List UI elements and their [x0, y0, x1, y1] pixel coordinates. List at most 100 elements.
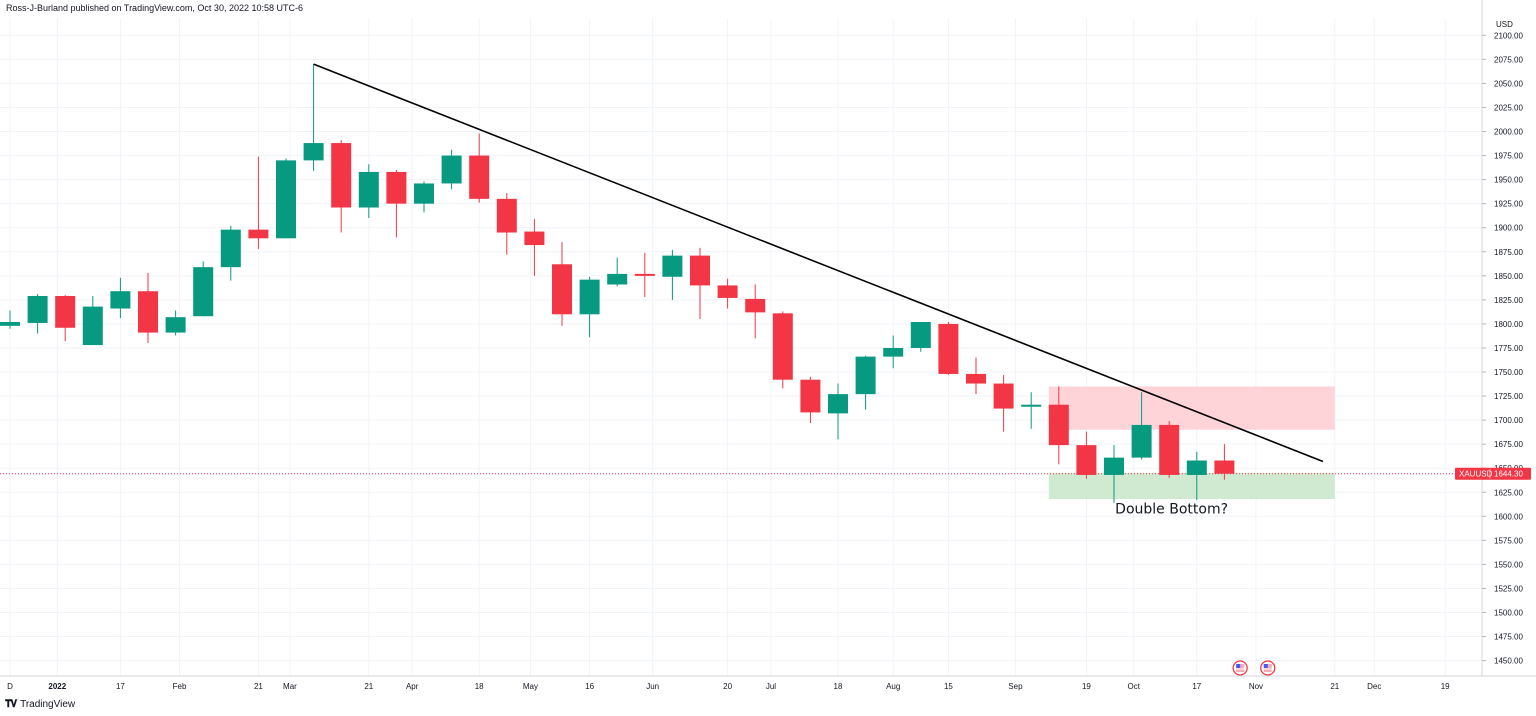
candle-body: [276, 160, 296, 239]
y-axis[interactable]: 1450.00 1475.00 1500.00 1525.00 1550.00 1575.…: [1481, 0, 1523, 676]
candle-bullish[interactable]: [27, 294, 48, 334]
candle-bearish[interactable]: [552, 242, 572, 326]
candle-bearish[interactable]: [496, 193, 517, 255]
publisher-credit: Ross-J-Burland published on TradingView.…: [6, 3, 303, 13]
candle-bearish[interactable]: [938, 321, 959, 375]
candle-bearish[interactable]: [634, 252, 655, 297]
candle-bullish[interactable]: [193, 261, 214, 317]
candle-bullish[interactable]: [0, 310, 20, 329]
x-axis[interactable]: D 2022 17 Feb 21 Mar 21 Apr 18 May 16 Jun 20 Jul 18 Aug…: [0, 675, 1536, 691]
candle-bullish[interactable]: [110, 277, 131, 319]
candle-body: [193, 267, 214, 317]
y-tick-label: 1525.00: [1494, 584, 1523, 593]
y-tick-label: 1475.00: [1494, 633, 1523, 642]
candle-body: [1076, 445, 1097, 475]
us-flag-event-icon[interactable]: [1232, 660, 1248, 676]
candle-bullish[interactable]: [607, 257, 628, 287]
resistance-zone: [1048, 386, 1335, 430]
candle-bearish[interactable]: [386, 169, 407, 238]
candle-bullish[interactable]: [1104, 445, 1124, 503]
candle-bearish[interactable]: [331, 140, 352, 233]
candle-body: [1104, 457, 1124, 475]
footer: 𝐓𝐕 TradingView: [5, 699, 75, 710]
candle-bearish[interactable]: [993, 374, 1014, 432]
candle-body: [634, 273, 655, 276]
candle-body: [1021, 404, 1042, 407]
candles: [0, 64, 1235, 503]
candle-bullish[interactable]: [662, 249, 683, 300]
x-tick-label: 17: [1192, 682, 1201, 691]
x-tick-label: 18: [475, 682, 484, 691]
y-tick-label: 1750.00: [1494, 368, 1523, 377]
candle-bullish[interactable]: [165, 310, 186, 336]
candle-bearish[interactable]: [469, 133, 490, 203]
price-tag-symbol: XAUUSD: [1459, 470, 1493, 479]
candle-bearish[interactable]: [524, 219, 545, 276]
candle-body: [27, 296, 48, 323]
candle-bullish[interactable]: [579, 276, 600, 338]
candle-bullish[interactable]: [82, 296, 103, 346]
candle-bearish[interactable]: [1076, 431, 1097, 479]
candle-body: [579, 279, 600, 315]
candle-body: [938, 323, 959, 374]
us-flag-event-icon[interactable]: [1260, 660, 1276, 676]
y-tick-label: 1675.00: [1494, 440, 1523, 449]
candle-bullish[interactable]: [441, 149, 462, 190]
candle-body: [0, 321, 20, 326]
candle-bullish[interactable]: [220, 225, 241, 281]
candle-bullish[interactable]: [358, 164, 379, 219]
candle-body: [165, 317, 186, 333]
candle-bearish[interactable]: [1214, 444, 1235, 480]
candle-bullish[interactable]: [1186, 451, 1207, 500]
candle-body: [966, 373, 986, 384]
chart-grid: [0, 18, 1482, 676]
x-tick-label: 19: [1441, 682, 1450, 691]
candle-body: [800, 379, 821, 413]
candle-body: [358, 171, 379, 208]
support-zone: [1048, 473, 1335, 499]
candle-bullish[interactable]: [828, 383, 848, 440]
y-tick-label: 1700.00: [1494, 416, 1523, 425]
candle-bearish[interactable]: [966, 357, 986, 395]
candle-bearish[interactable]: [690, 247, 710, 320]
candle-bullish[interactable]: [414, 181, 434, 213]
x-tick-label: Aug: [886, 682, 900, 691]
y-tick-label: 1875.00: [1494, 248, 1523, 257]
y-tick-label: 1450.00: [1494, 657, 1523, 666]
candle-body: [855, 356, 876, 395]
candle-bullish[interactable]: [883, 335, 904, 369]
x-tick-label: 18: [834, 682, 843, 691]
candle-bearish[interactable]: [248, 156, 269, 249]
candle-bullish[interactable]: [276, 158, 296, 239]
candle-bullish[interactable]: [1021, 392, 1042, 429]
candle-bearish[interactable]: [138, 272, 158, 344]
candle-bearish[interactable]: [1159, 421, 1180, 478]
y-tick-label: 2000.00: [1494, 128, 1523, 137]
candle-body: [1048, 404, 1069, 446]
candle-body: [82, 306, 103, 346]
candle-bearish[interactable]: [1048, 386, 1069, 465]
candle-bearish[interactable]: [772, 311, 793, 389]
candle-body: [138, 291, 158, 333]
candle-bearish[interactable]: [55, 295, 76, 342]
candle-bullish[interactable]: [1131, 392, 1152, 460]
candle-bullish[interactable]: [303, 64, 324, 171]
candle-bullish[interactable]: [855, 355, 876, 410]
y-tick-label: 1625.00: [1494, 488, 1523, 497]
brand-name: TradingView: [20, 699, 76, 710]
candle-bearish[interactable]: [717, 278, 738, 309]
candle-bullish[interactable]: [910, 321, 931, 352]
candle-bearish[interactable]: [745, 284, 766, 339]
candle-body: [717, 285, 738, 298]
y-tick-label: 1575.00: [1494, 536, 1523, 545]
x-tick-label: Mar: [283, 682, 297, 691]
x-tick-label: Jul: [766, 682, 776, 691]
tradingview-logo-icon: 𝐓𝐕: [5, 699, 17, 710]
y-tick-label: 1975.00: [1494, 152, 1523, 161]
candle-body: [883, 347, 904, 357]
y-tick-label: 1725.00: [1494, 392, 1523, 401]
candle-bearish[interactable]: [800, 376, 821, 423]
x-tick-label: 21: [254, 682, 263, 691]
chart-zones: [1048, 386, 1335, 499]
